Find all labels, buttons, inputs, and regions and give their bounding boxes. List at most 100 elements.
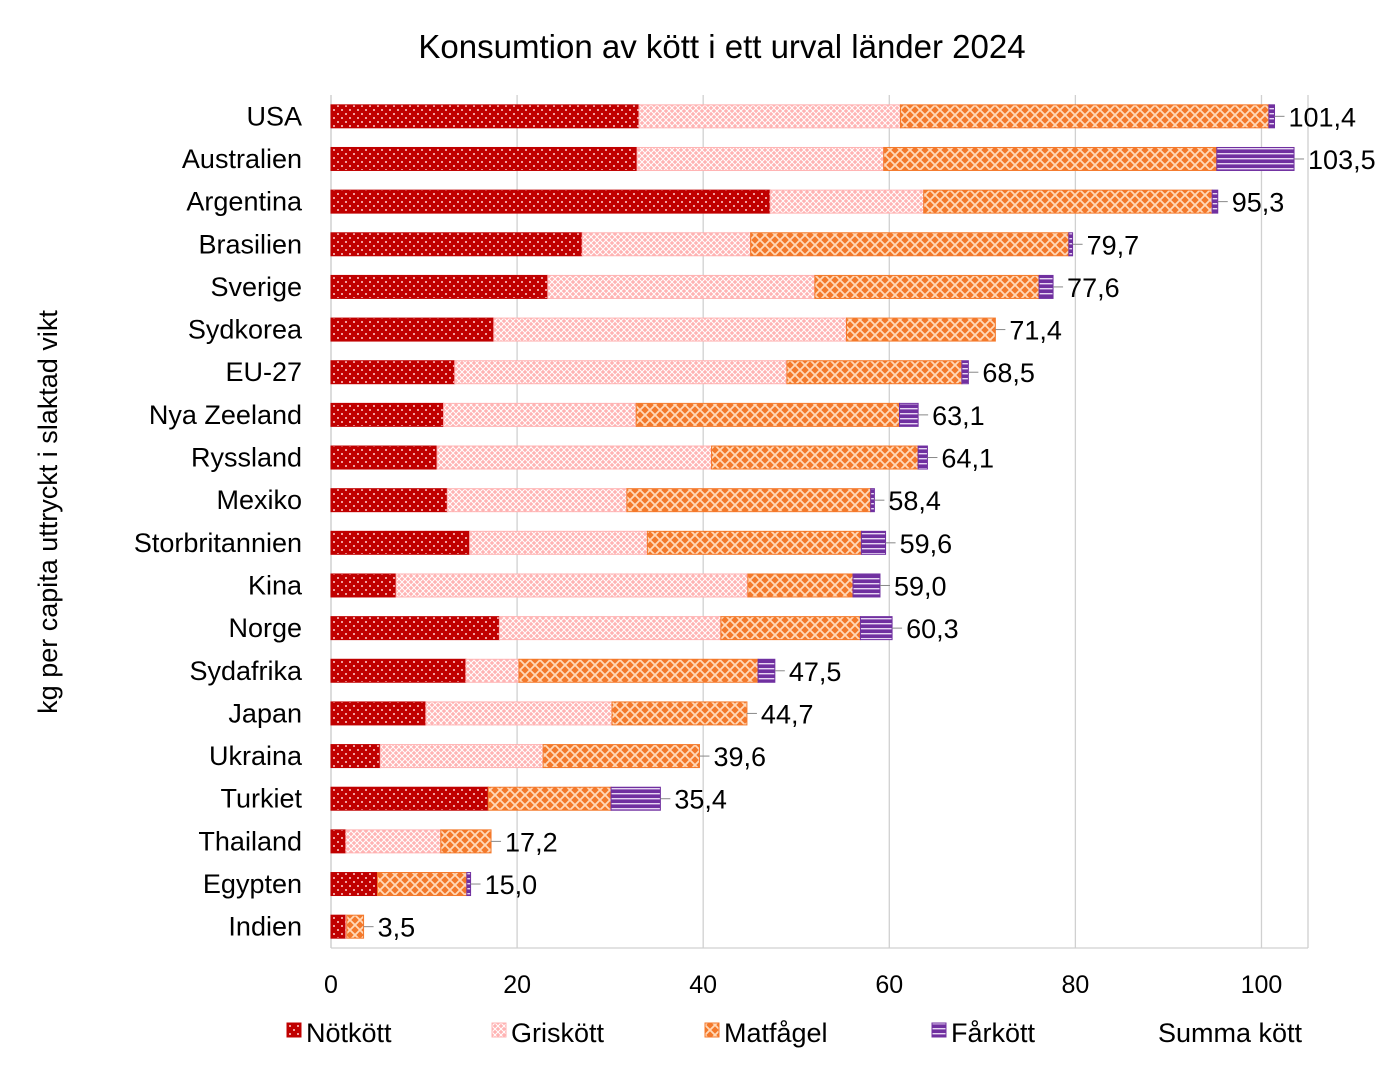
bar-segment-dots xyxy=(330,274,549,299)
bar-segment-diamonds xyxy=(440,829,492,854)
bar-segment-dots xyxy=(330,104,640,129)
legend-swatch xyxy=(704,1022,720,1038)
category-label: Argentina xyxy=(186,187,303,217)
total-label: 44,7 xyxy=(761,699,814,729)
bar-segment-lattice xyxy=(443,402,637,427)
legend: Nötkött Griskött Matfågel Fårkött Summa kött xyxy=(286,1018,1303,1048)
total-label: 60,3 xyxy=(906,614,959,644)
category-label: Storbritannien xyxy=(134,528,302,558)
y-axis-label: kg per capita uttryckt i slaktad vikt xyxy=(33,310,63,714)
bar-segment-diamonds xyxy=(720,616,861,641)
bar-segment-lattice xyxy=(425,701,613,726)
category-label: Thailand xyxy=(198,826,302,856)
bar-segment-diamonds xyxy=(845,317,996,342)
bar-segment-diamonds xyxy=(611,701,748,726)
bar-segment-dots xyxy=(330,189,771,214)
bar-segment-stripes xyxy=(961,360,969,385)
category-label: Sverige xyxy=(210,272,302,302)
total-label: 77,6 xyxy=(1067,273,1120,303)
total-label: 64,1 xyxy=(941,444,994,474)
category-label: Turkiet xyxy=(220,784,302,814)
bar-segment-dots xyxy=(330,744,381,769)
total-label: 71,4 xyxy=(1009,316,1062,346)
bar-segment-diamonds xyxy=(626,488,872,513)
bar-segment-lattice xyxy=(446,488,628,513)
category-label: Indien xyxy=(228,912,302,942)
total-label: 103,5 xyxy=(1308,145,1376,175)
bar-segment-dots xyxy=(330,616,500,641)
bar-segment-lattice xyxy=(465,658,520,683)
bar-segment-stripes xyxy=(860,530,887,555)
category-label: Ukraina xyxy=(209,741,303,771)
total-label: 35,4 xyxy=(674,785,727,815)
bar-segment-dots xyxy=(330,573,397,598)
total-label: 63,1 xyxy=(932,401,985,431)
bar-segment-stripes xyxy=(757,658,776,683)
bar-segment-lattice xyxy=(769,189,925,214)
x-tick-label: 20 xyxy=(503,971,531,999)
x-tick-label: 60 xyxy=(875,971,903,999)
bar-segment-diamonds xyxy=(377,872,468,897)
bar-segment-lattice xyxy=(345,829,442,854)
bar-segment-diamonds xyxy=(635,402,901,427)
total-label: 79,7 xyxy=(1087,230,1140,260)
total-label: 59,0 xyxy=(894,571,947,601)
category-label: Sydafrika xyxy=(189,656,303,686)
bar-segment-stripes xyxy=(870,488,875,513)
bar-segment-stripes xyxy=(1038,274,1054,299)
bar-segment-diamonds xyxy=(646,530,862,555)
bar-segment-stripes xyxy=(859,616,893,641)
category-label: Kina xyxy=(248,570,303,600)
category-label: Ryssland xyxy=(191,443,302,473)
grid xyxy=(330,95,1309,949)
bar-segment-lattice xyxy=(379,744,544,769)
total-label: 47,5 xyxy=(789,657,842,687)
bar-segment-diamonds xyxy=(786,360,963,385)
bar-segment-dots xyxy=(330,658,467,683)
bar-segment-diamonds xyxy=(518,658,759,683)
bar-segment-stripes xyxy=(917,445,928,470)
category-label: Egypten xyxy=(203,869,302,899)
x-tick-label: 0 xyxy=(324,971,338,999)
bar-segment-stripes xyxy=(899,402,919,427)
bar-segment-stripes xyxy=(466,872,472,897)
bar-segment-lattice xyxy=(636,146,885,171)
total-label: 95,3 xyxy=(1232,188,1285,218)
bar-segment-stripes xyxy=(1268,104,1276,129)
bar-segment-lattice xyxy=(469,530,648,555)
bar-segment-dots xyxy=(330,701,427,726)
bar-segment-lattice xyxy=(493,317,847,342)
category-labels: USA Australien Argentina Brasilien Sverige Sy… xyxy=(134,101,303,941)
bar-segment-dots xyxy=(330,872,379,897)
bar-segment-lattice xyxy=(581,232,752,257)
bar-segment-diamonds xyxy=(923,189,1213,214)
total-labels: 101,4 103,5 95,3 79,7 77,671,4 68,5 63,1 64,158… xyxy=(363,102,1376,943)
legend-label: Nötkött xyxy=(306,1018,392,1048)
category-label: Japan xyxy=(228,698,302,728)
total-label: 68,5 xyxy=(982,358,1035,388)
bar-segment-diamonds xyxy=(899,104,1270,129)
bar-segment-dots xyxy=(330,488,448,513)
bar-segment-diamonds xyxy=(711,445,919,470)
bar-segment-diamonds xyxy=(750,232,1070,257)
bar-segment-stripes xyxy=(1068,232,1074,257)
bar-segment-diamonds xyxy=(487,786,612,811)
chart-title: Konsumtion av kött i ett urval länder 20… xyxy=(418,28,1025,65)
total-label: 59,6 xyxy=(900,529,953,559)
category-label: Sydkorea xyxy=(188,315,303,345)
bar-segment-diamonds xyxy=(346,914,365,939)
bar-segment-dots xyxy=(330,530,471,555)
bar-segment-lattice xyxy=(498,616,722,641)
total-label: 15,0 xyxy=(485,870,538,900)
x-tick-label: 80 xyxy=(1061,971,1089,999)
bar-segment-lattice xyxy=(436,445,713,470)
bar-segment-dots xyxy=(330,360,456,385)
x-ticks: 0 20 40 60 80 100 xyxy=(324,971,1282,999)
legend-label: Fårkött xyxy=(951,1018,1036,1048)
legend-label: Griskött xyxy=(511,1018,605,1048)
x-tick-label: 100 xyxy=(1241,971,1283,999)
category-label: EU-27 xyxy=(225,357,302,387)
bar-segment-stripes xyxy=(1211,189,1219,214)
bar-segment-diamonds xyxy=(747,573,854,598)
category-label: Nya Zeeland xyxy=(149,400,302,430)
